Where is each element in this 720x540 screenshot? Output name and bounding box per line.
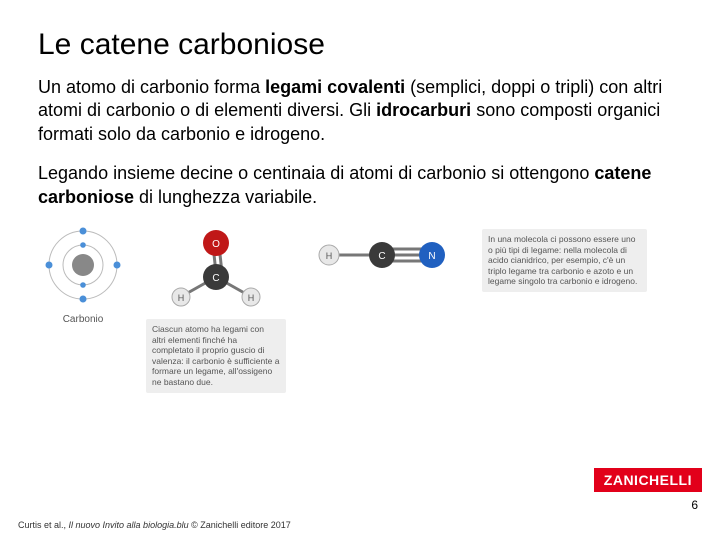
publisher-logo: ZANICHELLI (594, 468, 702, 492)
footer-copyright: © Zanichelli editore 2017 (189, 520, 291, 530)
svg-text:N: N (428, 251, 435, 262)
molecule-formaldehyde: O C H H Ciascun atomo ha legami con altr… (146, 225, 286, 393)
molecule-hcn: H C N (304, 225, 464, 285)
svg-text:C: C (378, 251, 385, 262)
svg-text:H: H (248, 293, 255, 303)
atom-icon (43, 225, 123, 305)
p2-c: di lunghezza variabile. (134, 187, 317, 207)
caption-right: In una molecola ci possono essere uno o … (482, 229, 647, 292)
svg-text:H: H (178, 293, 185, 303)
caption-center: Ciascun atomo ha legami con altri elemen… (146, 319, 286, 393)
footer-title: Il nuovo Invito alla biologia.blu (69, 520, 189, 530)
slide-title: Le catene carboniose (38, 28, 682, 62)
footer-author: Curtis et al., (18, 520, 69, 530)
page-number: 6 (691, 498, 698, 512)
molecule-1-icon: O C H H (156, 225, 276, 315)
molecule-2-icon: H C N (304, 225, 464, 285)
paragraph-1: Un atomo di carbonio forma legami covale… (38, 76, 682, 146)
paragraph-2: Legando insieme decine o centinaia di at… (38, 162, 682, 209)
figure-row: Carbonio O C H H Ciascun atomo ha legami… (38, 225, 682, 393)
p2-a: Legando insieme decine o centinaia di at… (38, 163, 594, 183)
svg-text:H: H (326, 251, 333, 261)
svg-text:C: C (212, 273, 219, 284)
carbon-atom-label: Carbonio (38, 314, 128, 325)
footer-citation: Curtis et al., Il nuovo Invito alla biol… (18, 520, 291, 530)
carbon-atom-diagram: Carbonio (38, 225, 128, 325)
p1-d: idrocarburi (376, 100, 471, 120)
p1-a: Un atomo di carbonio forma (38, 77, 265, 97)
svg-text:O: O (212, 239, 220, 250)
p1-b: legami covalenti (265, 77, 405, 97)
